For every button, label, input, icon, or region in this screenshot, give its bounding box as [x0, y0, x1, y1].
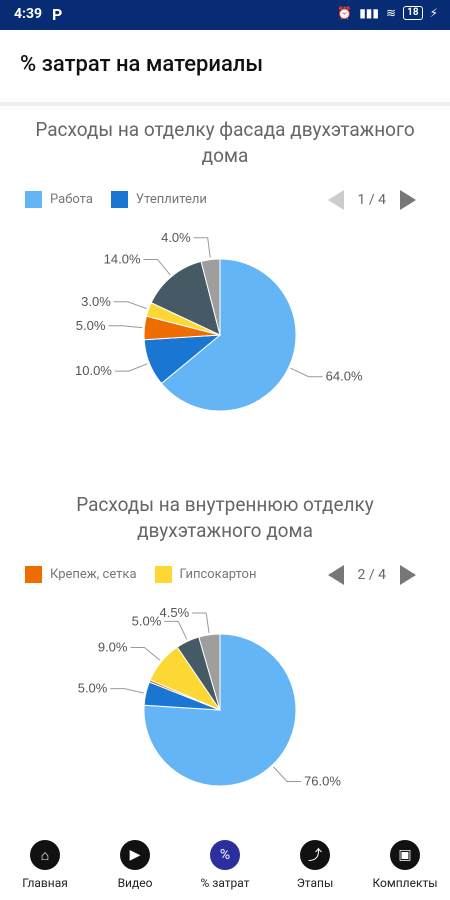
- next-chart-button[interactable]: [400, 565, 416, 585]
- pie-label-leader: [143, 258, 171, 276]
- pie-label-leader: [110, 688, 144, 694]
- legend-item: Утеплители: [110, 191, 207, 208]
- box-icon: ▣: [390, 840, 420, 870]
- chart2-title: Расходы на внутреннюю отделку двухэтажно…: [76, 493, 374, 542]
- pie-slice: [198, 633, 221, 711]
- legend-swatch: [25, 191, 42, 208]
- nav-stages[interactable]: ⤴ Этапы: [270, 840, 360, 890]
- signal-icon: ▮▮▮: [359, 6, 380, 20]
- pie-data-label: 4.0%: [161, 230, 191, 245]
- pie-label-leader: [192, 612, 210, 633]
- legend-item: Гипсокартон: [154, 566, 256, 583]
- pie-data-label: 5.0%: [76, 318, 106, 333]
- pie-label-leader: [164, 620, 188, 640]
- parking-icon: P: [52, 5, 63, 24]
- pie-data-label: 5.0%: [132, 613, 162, 628]
- legend-swatch: [110, 191, 128, 208]
- pie-label-leader: [290, 367, 323, 378]
- app-bar: % затрат на материалы: [0, 30, 450, 106]
- legend-item: Крепеж, сетка: [25, 566, 137, 583]
- next-chart-button[interactable]: [400, 190, 416, 210]
- battery-icon: 18: [403, 6, 423, 20]
- legend-swatch: [154, 566, 172, 583]
- bottom-navigation: ⌂ Главная ▶ Видео % % затрат ⤴ Этапы ▣ К…: [0, 830, 450, 900]
- page-title: % затрат на материалы: [20, 52, 264, 77]
- wifi-icon: ≋: [386, 6, 397, 20]
- charging-icon: ⚡: [429, 6, 438, 20]
- pie-data-label: 4.5%: [160, 605, 190, 620]
- prev-chart-button[interactable]: [327, 565, 344, 585]
- status-time: 4:39: [14, 6, 43, 22]
- pie-data-label: 76.0%: [304, 773, 341, 788]
- prev-chart-button[interactable]: [327, 190, 344, 210]
- pie-label-leader: [113, 301, 147, 310]
- pie-data-label: 5.0%: [78, 681, 108, 696]
- pie-data-label: 10.0%: [75, 363, 112, 378]
- chart1-pie: 64.0% 10.0% 5.0% 3.0% 14.0% 4.0%: [75, 230, 363, 412]
- status-bar: 4:39 P ⏰ ▮▮▮ ≋ 18 ⚡: [0, 0, 450, 30]
- page-indicator: 2 / 4: [357, 567, 386, 583]
- pie-label-leader: [193, 237, 211, 258]
- alarm-icon: ⏰: [337, 6, 353, 20]
- legend-swatch: [25, 566, 42, 583]
- chart2-legend: Крепеж, сетка Гипсокартон: [25, 566, 274, 583]
- stairs-icon: ⤴: [300, 840, 330, 870]
- pie-label-leader: [108, 325, 143, 329]
- pie-data-label: 3.0%: [81, 294, 111, 309]
- pie-data-label: 9.0%: [98, 640, 128, 655]
- legend-item: Работа: [25, 191, 93, 208]
- pie-slice: [150, 260, 221, 336]
- nav-kits[interactable]: ▣ Комплекты: [360, 840, 450, 890]
- pie-slice: [160, 258, 297, 412]
- pie-label-leader: [114, 363, 148, 372]
- video-icon: ▶: [120, 840, 150, 870]
- page-indicator: 1 / 4: [357, 192, 386, 208]
- home-icon: ⌂: [30, 840, 60, 870]
- chart1-title: Расходы на отделку фасада двухэтажного д…: [35, 118, 415, 167]
- nav-video[interactable]: ▶ Видео: [90, 840, 180, 890]
- pie-slice: [143, 633, 297, 787]
- percent-icon: %: [210, 840, 240, 870]
- pie-slice: [200, 258, 221, 336]
- pie-data-label: 64.0%: [326, 369, 363, 384]
- chart2-pie: 76.0%5.0%9.0%5.0%4.5%: [78, 605, 342, 788]
- pie-label-leader: [273, 766, 302, 782]
- pie-data-label: 14.0%: [104, 251, 141, 266]
- pie-label-leader: [130, 647, 161, 661]
- nav-home[interactable]: ⌂ Главная: [0, 840, 90, 890]
- chart1-pager: 1 / 4: [327, 190, 416, 210]
- nav-costs[interactable]: % % затрат: [180, 840, 270, 890]
- chart1-legend: Работа Утеплители: [25, 191, 225, 208]
- chart2-pager: 2 / 4: [327, 565, 416, 585]
